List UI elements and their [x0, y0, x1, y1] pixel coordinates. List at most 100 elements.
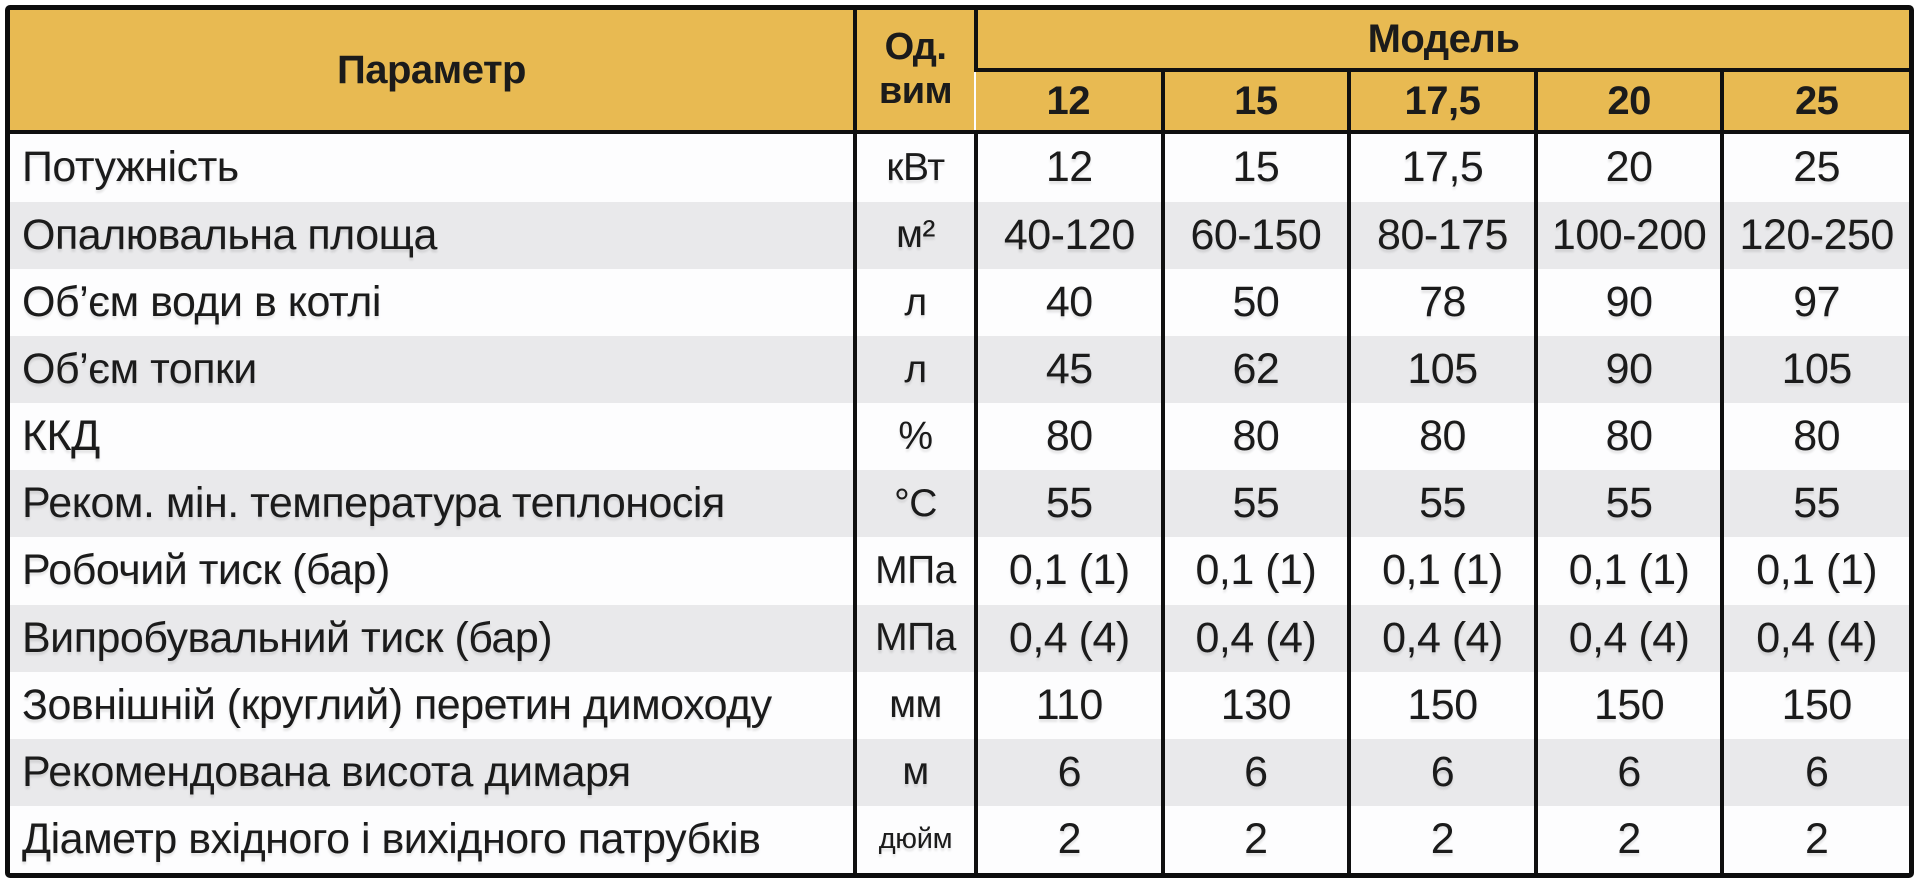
parameter-cell: Об’єм топки: [22, 345, 257, 394]
table-row: Випробувальний тиск (бар) МПа 0,4 (4) 0,4 (…: [10, 604, 1909, 672]
value-cell: 0,4 (4): [1347, 604, 1536, 672]
value-cell: 90: [1533, 336, 1723, 404]
value-cell: 97: [1720, 268, 1909, 337]
value-cell: 0,1 (1): [1533, 537, 1723, 605]
value-cell: 2: [1720, 805, 1909, 873]
value-cell: 62: [1160, 336, 1350, 404]
value-cell: 110: [974, 671, 1163, 739]
value-cell: 25: [1720, 132, 1909, 202]
table-row: Зовнішній (круглий) перетин димоходу мм 11…: [10, 671, 1909, 739]
value-cell: 40-120: [974, 201, 1163, 269]
parameter-cell: ККД: [22, 412, 100, 461]
value-cell: 80: [974, 403, 1163, 471]
unit-cell: кВт: [853, 132, 976, 202]
value-cell: 2: [1160, 805, 1350, 873]
table-row: Опалювальна площа м² 40-120 60-150 80-175 100…: [10, 201, 1909, 269]
value-cell: 0,4 (4): [1533, 604, 1723, 672]
value-cell: 60-150: [1160, 201, 1350, 269]
table-row: Рекомендована висота димаря м 6 6 6 6 6: [10, 738, 1909, 806]
value-cell: 150: [1720, 671, 1909, 739]
unit-cell: МПа: [853, 604, 976, 672]
unit-header-line2: вим: [878, 70, 953, 112]
value-cell: 130: [1160, 671, 1350, 739]
parameter-cell: Діаметр вхідного і вихідного патрубків: [22, 814, 761, 863]
header-row-top: Параметр Од. вим Модель: [10, 10, 1909, 134]
parameter-cell: Опалювальна площа: [22, 210, 437, 259]
value-cell: 80: [1720, 403, 1909, 471]
parameter-cell: Об’єм води в котлі: [22, 278, 381, 326]
unit-cell: л: [853, 336, 976, 404]
value-cell: 150: [1347, 671, 1536, 739]
value-cell: 6: [1533, 738, 1723, 806]
unit-cell: л: [853, 268, 976, 337]
value-cell: 80: [1533, 403, 1723, 471]
value-cell: 80: [1160, 403, 1350, 471]
parameter-cell: Реком. мін. температура теплоносія: [22, 479, 725, 528]
column-header-model-25: 25: [1720, 70, 1909, 134]
table-row: Об’єм топки л 45 62 105 90 105: [10, 336, 1909, 404]
unit-cell: м²: [853, 201, 976, 269]
value-cell: 0,1 (1): [1720, 537, 1909, 605]
value-cell: 6: [974, 738, 1163, 806]
value-cell: 100-200: [1533, 201, 1723, 269]
unit-cell: °С: [853, 470, 976, 538]
spec-table-body: Потужність кВт 12 15 17,5 20 25 Опалювальна пло…: [10, 132, 1909, 873]
value-cell: 2: [1533, 805, 1723, 873]
unit-cell: МПа: [853, 537, 976, 605]
value-cell: 55: [1720, 470, 1909, 538]
unit-header-line1: Од.: [884, 26, 947, 69]
value-cell: 2: [1347, 805, 1536, 873]
parameter-cell: Робочий тиск (бар): [22, 546, 390, 595]
value-cell: 6: [1160, 738, 1350, 806]
spec-table-header: Параметр Од. вим Модель 12 15 17,5 20 25: [10, 10, 1909, 134]
value-cell: 0,1 (1): [1347, 537, 1536, 605]
parameter-cell: Зовнішній (круглий) перетин димоходу: [22, 680, 772, 729]
column-header-model-group: Модель: [974, 10, 1909, 72]
value-cell: 15: [1160, 132, 1350, 202]
table-row: Реком. мін. температура теплоносія °С 55 55…: [10, 470, 1909, 538]
parameter-cell: Випробувальний тиск (бар): [22, 613, 553, 662]
value-cell: 0,1 (1): [974, 537, 1163, 605]
spec-table: Параметр Од. вим Модель 12 15 17,5 20 25…: [10, 10, 1909, 873]
parameter-cell: Рекомендована висота димаря: [22, 747, 631, 796]
table-row: Діаметр вхідного і вихідного патрубків дю…: [10, 805, 1909, 873]
value-cell: 80: [1347, 403, 1536, 471]
value-cell: 0,4 (4): [974, 604, 1163, 672]
value-cell: 2: [974, 805, 1163, 873]
value-cell: 6: [1720, 738, 1909, 806]
value-cell: 20: [1533, 132, 1723, 202]
value-cell: 0,4 (4): [1160, 604, 1350, 672]
value-cell: 80-175: [1347, 201, 1536, 269]
unit-cell: %: [853, 403, 976, 471]
value-cell: 105: [1720, 336, 1909, 404]
value-cell: 120-250: [1720, 201, 1909, 269]
column-header-parameter: Параметр: [10, 10, 855, 134]
column-header-model-17-5: 17,5: [1347, 70, 1536, 134]
value-cell: 150: [1533, 671, 1723, 739]
value-cell: 55: [1533, 470, 1723, 538]
value-cell: 55: [1160, 470, 1350, 538]
column-header-model-12: 12: [976, 70, 1163, 134]
column-header-unit: Од. вим: [853, 10, 976, 134]
value-cell: 0,1 (1): [1160, 537, 1350, 605]
parameter-cell: Потужність: [22, 143, 239, 192]
value-cell: 45: [974, 336, 1163, 404]
table-row: Робочий тиск (бар) МПа 0,1 (1) 0,1 (1) 0,1 (…: [10, 537, 1909, 605]
value-cell: 105: [1347, 336, 1536, 404]
value-cell: 17,5: [1347, 132, 1536, 202]
value-cell: 78: [1347, 268, 1536, 337]
spec-table-frame: Параметр Од. вим Модель 12 15 17,5 20 25…: [5, 5, 1914, 878]
value-cell: 50: [1160, 268, 1350, 337]
value-cell: 55: [974, 470, 1163, 538]
value-cell: 90: [1533, 268, 1723, 337]
column-header-model-20: 20: [1533, 70, 1723, 134]
unit-cell: мм: [853, 671, 976, 739]
value-cell: 12: [974, 132, 1163, 202]
value-cell: 6: [1347, 738, 1536, 806]
unit-cell: м: [853, 738, 976, 806]
value-cell: 55: [1347, 470, 1536, 538]
header-row-models: 12 15 17,5 20 25: [10, 70, 1909, 134]
column-header-model-15: 15: [1160, 70, 1350, 134]
table-row: Потужність кВт 12 15 17,5 20 25: [10, 132, 1909, 202]
value-cell: 40: [974, 268, 1163, 337]
